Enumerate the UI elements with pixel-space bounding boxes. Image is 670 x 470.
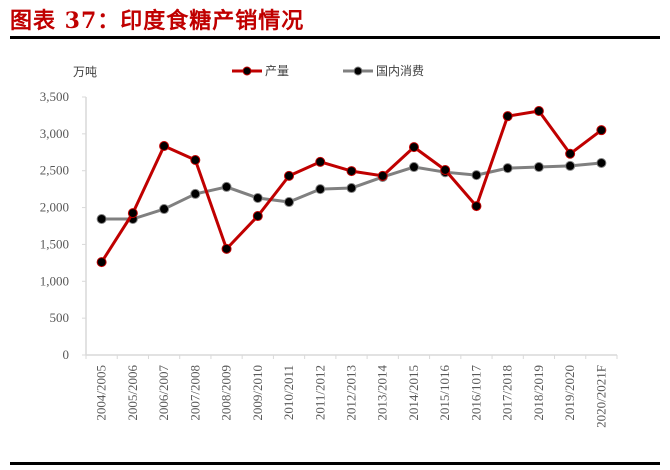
data-point-marker <box>252 192 263 203</box>
data-point-marker <box>346 166 357 177</box>
y-tick-label: 2,000 <box>40 200 69 215</box>
data-point-marker <box>408 162 419 173</box>
data-point-marker <box>408 142 419 153</box>
data-point-marker <box>565 148 576 159</box>
data-point-marker <box>190 155 201 166</box>
y-tick-label: 0 <box>63 347 70 362</box>
x-tick-label: 2008/2009 <box>219 365 234 421</box>
y-axis-unit-label: 万吨 <box>73 65 98 79</box>
data-point-marker <box>315 156 326 167</box>
legend-line-marker-icon <box>232 66 262 75</box>
x-tick-label: 2013/2014 <box>375 365 390 421</box>
legend-label: 国内消费 <box>376 64 425 78</box>
legend-label: 产量 <box>265 64 290 78</box>
data-point-marker <box>252 211 263 222</box>
x-tick-label: 2015/1016 <box>437 365 452 421</box>
x-tick-label: 2020/2021F <box>593 365 608 428</box>
legend-item-production: 产量 <box>232 62 289 79</box>
data-point-marker <box>96 257 107 268</box>
data-point-marker <box>502 163 513 174</box>
data-point-marker <box>127 208 138 219</box>
legend-item-consumption: 国内消费 <box>343 62 424 79</box>
data-point-marker <box>440 164 451 175</box>
data-point-marker <box>284 197 295 208</box>
data-point-marker <box>346 183 357 194</box>
data-point-marker <box>533 106 544 117</box>
x-tick-label: 2016/1017 <box>468 365 483 421</box>
x-tick-label: 2011/2012 <box>312 365 327 420</box>
y-tick-label: 1,500 <box>40 236 69 251</box>
data-point-marker <box>596 125 607 136</box>
x-tick-label: 2007/2008 <box>187 365 202 421</box>
chart-title: 图表 37：印度食糖产销情况 <box>10 8 305 34</box>
x-tick-label: 2017/2018 <box>500 365 515 421</box>
data-point-marker <box>596 157 607 168</box>
x-tick-label: 2005/2006 <box>125 365 140 421</box>
y-tick-label: 2,500 <box>40 163 69 178</box>
y-tick-label: 3,000 <box>40 126 69 141</box>
data-point-marker <box>471 201 482 212</box>
data-point-marker <box>159 204 170 215</box>
data-point-marker <box>284 170 295 181</box>
data-point-marker <box>502 111 513 122</box>
title-divider <box>10 36 660 39</box>
data-point-marker <box>533 162 544 173</box>
x-tick-label: 2004/2005 <box>94 365 109 421</box>
data-point-marker <box>471 170 482 181</box>
y-tick-label: 3,500 <box>40 89 69 104</box>
x-tick-label: 2009/2010 <box>250 365 265 421</box>
data-point-marker <box>96 213 107 224</box>
data-point-marker <box>190 188 201 199</box>
x-tick-label: 2018/2019 <box>531 365 546 421</box>
data-point-marker <box>159 141 170 152</box>
x-tick-label: 2006/2007 <box>156 365 171 421</box>
data-point-marker <box>221 181 232 192</box>
x-tick-label: 2014/2015 <box>406 365 421 421</box>
data-point-marker <box>315 184 326 195</box>
x-tick-label: 2019/2020 <box>562 365 577 421</box>
y-tick-label: 1,000 <box>40 273 69 288</box>
bottom-divider <box>10 462 660 465</box>
x-tick-label: 2010/2011 <box>281 365 296 420</box>
x-tick-label: 2012/2013 <box>344 365 359 421</box>
y-tick-label: 500 <box>50 310 70 325</box>
legend-line-marker-icon <box>343 66 373 75</box>
data-point-marker <box>565 160 576 171</box>
data-point-marker <box>221 243 232 254</box>
data-point-marker <box>377 170 388 181</box>
